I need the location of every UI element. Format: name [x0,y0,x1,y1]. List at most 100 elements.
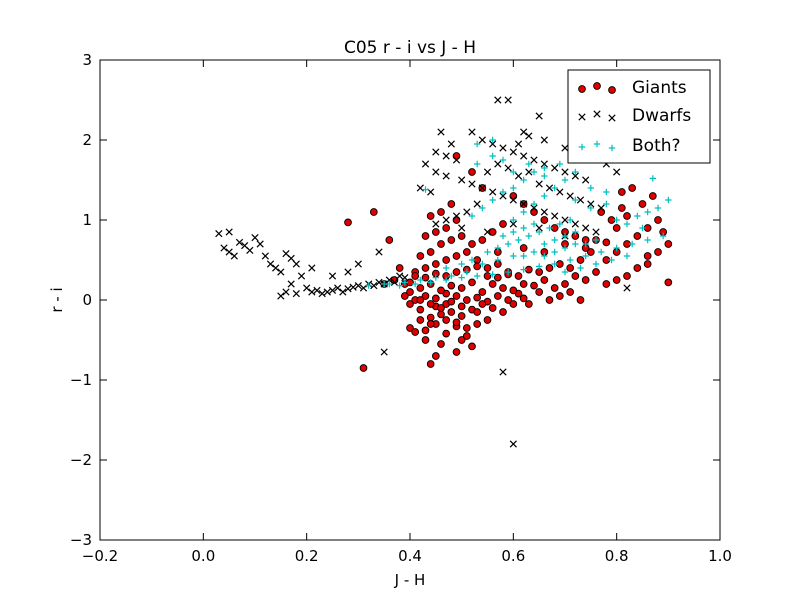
legend-marker-dwarf [593,110,601,118]
giant-point [602,238,611,247]
both-point [551,260,558,268]
giant-point [447,200,456,208]
dwarf-point [287,280,295,288]
both-point [644,236,651,244]
dwarf-point [489,140,497,148]
giant-point [457,284,466,292]
both-point [613,244,620,252]
giant-point [654,216,662,224]
both-point [499,156,507,164]
series-both [365,136,672,289]
giant-point [499,284,507,292]
giant-point [437,240,445,248]
giant-point [623,272,631,280]
both-point [473,160,481,168]
y-tick-label: 2 [82,131,92,149]
both-point [572,240,579,248]
both-point [587,204,595,212]
giant-point [457,312,466,320]
both-point [520,266,527,273]
dwarf-point [225,228,233,236]
giant-point [664,240,673,248]
dwarf-point [297,272,306,280]
dwarf-point [349,283,357,291]
giant-point [437,286,445,295]
dwarf-point [473,200,481,208]
both-point [665,196,672,204]
both-point [458,260,465,268]
dwarf-point [545,184,554,192]
dwarf-point [613,168,621,176]
dwarf-point [504,164,512,172]
y-tick-label: 1 [82,211,92,229]
giant-point [431,294,440,303]
giant-point [426,360,435,368]
both-point [556,220,564,228]
both-point [582,252,589,260]
dwarf-point [566,192,574,200]
giant-point [437,208,445,216]
giant-point [457,336,466,344]
dwarf-point [308,288,316,296]
giant-point [504,296,513,304]
both-point [494,244,502,252]
dwarf-point [339,288,347,296]
dwarf-point [468,128,476,136]
both-point [510,252,517,260]
dwarf-point [489,188,497,196]
both-point [530,220,538,228]
both-point [479,260,486,268]
both-point [603,188,610,196]
dwarf-point [323,288,331,296]
giant-point [462,332,471,340]
both-point [520,208,527,216]
both-point [489,152,496,160]
dwarf-point [540,136,548,144]
giant-point [509,286,518,295]
giant-point [442,329,451,338]
both-point [603,200,610,208]
dwarf-point [535,180,543,188]
both-point [556,160,564,168]
legend-box [567,69,711,164]
giant-point [369,208,378,216]
dwarf-point [582,224,590,232]
giant-point [581,276,590,284]
legend-marker-giant [593,82,601,90]
giant-point [473,320,482,328]
dwarf-point [468,180,476,188]
dwarf-point [514,172,523,180]
giant-point [452,318,461,327]
giant-point [473,262,482,271]
giant-point [488,228,497,236]
dwarf-point [308,264,316,272]
giant-point [462,296,471,304]
giant-point [545,264,554,272]
both-point [572,168,579,176]
giant-point [602,280,611,288]
both-point [525,160,533,168]
dwarf-point [582,176,590,184]
both-point [520,176,527,184]
dwarf-point [344,285,352,293]
both-point [613,216,620,224]
dwarf-point [385,276,393,284]
giant-point [406,324,414,332]
giant-point [442,224,451,232]
dwarf-point [561,144,569,152]
giant-point [426,212,435,220]
dwarf-point [540,160,548,168]
series-giant [344,152,673,372]
both-point [535,228,543,236]
giant-point [519,244,528,252]
both-point [510,216,517,224]
dwarf-point [494,160,502,168]
giant-point [457,232,466,240]
dwarf-point [313,286,321,295]
dwarf-point [256,240,264,248]
giant-point [447,308,456,316]
dwarf-point [452,156,461,164]
x-axis-label: J - H [394,571,426,589]
giant-point [442,316,451,324]
